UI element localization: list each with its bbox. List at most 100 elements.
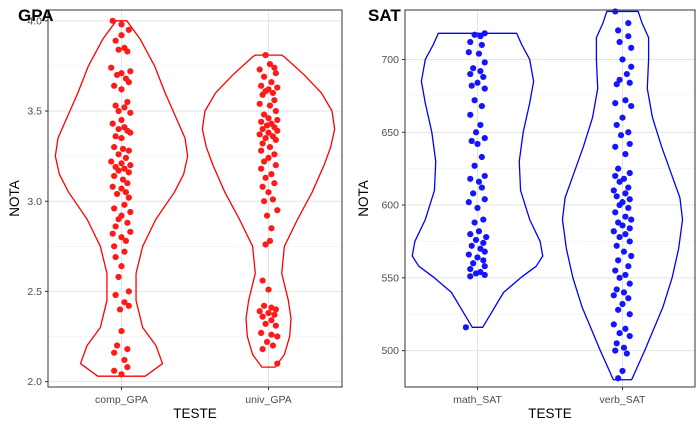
data-point-verb-sat (625, 33, 632, 40)
data-point-univ-gpa (262, 320, 269, 327)
data-point-verb-sat (623, 350, 630, 357)
violin-verb-sat (561, 10, 684, 381)
panel-border (404, 9, 696, 388)
data-point-verb-sat (615, 219, 622, 226)
data-point-comp-gpa (119, 145, 127, 152)
data-point-math-sat (483, 233, 490, 241)
data-point-comp-gpa (124, 180, 131, 187)
data-point-verb-sat (628, 216, 635, 223)
data-point-univ-gpa (263, 122, 271, 129)
data-point-math-sat (480, 257, 487, 264)
data-point-math-sat (467, 111, 474, 118)
data-point-verb-sat (622, 97, 629, 104)
y-tick-label: 2.5 (27, 286, 42, 298)
data-point-univ-gpa (268, 317, 275, 324)
data-point-comp-gpa (118, 116, 125, 124)
data-point-math-sat (481, 248, 488, 255)
data-point-univ-gpa (271, 64, 278, 71)
plot-background (405, 10, 695, 387)
data-point-verb-sat (628, 63, 635, 70)
data-point-verb-sat (615, 27, 622, 34)
x-axis-title: TESTE (528, 406, 572, 421)
data-point-math-sat (470, 190, 477, 197)
data-point-math-sat (478, 184, 485, 191)
data-point-comp-gpa (127, 109, 134, 116)
data-point-math-sat (472, 236, 480, 244)
data-point-math-sat (465, 199, 472, 206)
data-point-comp-gpa (115, 273, 122, 281)
data-point-comp-gpa (109, 120, 116, 127)
data-point-comp-gpa (127, 129, 134, 136)
violin-univ-gpa (201, 54, 336, 368)
data-point-comp-gpa (111, 143, 118, 151)
plot-background (48, 10, 342, 387)
data-point-comp-gpa (121, 201, 128, 208)
data-point-comp-gpa (124, 98, 131, 106)
data-point-verb-sat (625, 129, 632, 136)
data-point-math-sat (481, 30, 488, 37)
data-point-comp-gpa (115, 216, 122, 223)
data-point-univ-gpa (274, 127, 281, 134)
data-point-comp-gpa (125, 302, 132, 309)
data-point-math-sat (470, 65, 477, 72)
data-point-verb-sat (615, 375, 622, 382)
data-point-comp-gpa (118, 371, 125, 378)
data-point-math-sat (481, 172, 488, 180)
data-point-univ-gpa (256, 66, 263, 73)
data-point-verb-sat (613, 81, 620, 88)
panel-tag-gpa: GPA (18, 6, 54, 25)
data-point-verb-sat (619, 222, 626, 229)
data-point-verb-sat (613, 286, 620, 293)
data-point-math-sat (481, 134, 488, 142)
data-point-verb-sat (616, 178, 623, 185)
data-point-verb-sat (612, 209, 619, 216)
data-point-math-sat (475, 50, 483, 57)
violin-comp-gpa (54, 20, 189, 377)
data-point-math-sat (477, 121, 484, 129)
data-point-comp-gpa (124, 346, 131, 353)
data-point-comp-gpa (125, 147, 132, 154)
data-point-univ-gpa (274, 207, 281, 214)
data-point-comp-gpa (116, 306, 124, 313)
data-point-math-sat (465, 251, 472, 258)
data-point-comp-gpa (111, 367, 118, 374)
data-point-univ-gpa (271, 97, 278, 104)
data-point-comp-gpa (112, 291, 119, 299)
data-point-math-sat (467, 38, 474, 46)
x-axis-title: TESTE (173, 406, 217, 421)
data-point-verb-sat (612, 143, 619, 150)
data-point-verb-sat (620, 248, 628, 255)
data-point-comp-gpa (115, 151, 122, 158)
data-point-math-sat (468, 137, 475, 145)
data-point-univ-gpa (263, 212, 271, 219)
data-point-verb-sat (622, 231, 629, 238)
data-point-verb-sat (616, 274, 623, 281)
data-point-univ-gpa (262, 241, 269, 248)
data-point-math-sat (471, 219, 478, 226)
data-point-univ-gpa (258, 329, 265, 336)
data-point-verb-sat (619, 56, 626, 63)
data-point-comp-gpa (125, 288, 132, 295)
data-point-verb-sat (610, 321, 617, 328)
data-point-univ-gpa (260, 111, 268, 118)
y-tick-label: 500 (381, 345, 399, 357)
data-point-verb-sat (617, 132, 625, 139)
data-point-comp-gpa (124, 364, 131, 371)
data-point-comp-gpa (108, 64, 115, 71)
data-point-math-sat (468, 82, 475, 89)
data-point-math-sat (471, 31, 478, 38)
data-point-comp-gpa (112, 102, 119, 109)
data-point-univ-gpa (272, 70, 279, 77)
data-point-comp-gpa (118, 185, 125, 192)
data-point-univ-gpa (266, 143, 274, 151)
data-point-comp-gpa (121, 356, 128, 364)
data-point-verb-sat (612, 172, 619, 180)
data-point-univ-gpa (274, 84, 281, 91)
data-point-univ-gpa (265, 154, 272, 162)
data-point-comp-gpa (115, 46, 122, 53)
data-point-comp-gpa (113, 71, 121, 79)
data-point-univ-gpa (260, 73, 268, 80)
data-point-univ-gpa (259, 140, 266, 147)
data-point-verb-sat (625, 295, 632, 302)
data-point-comp-gpa (112, 133, 119, 140)
